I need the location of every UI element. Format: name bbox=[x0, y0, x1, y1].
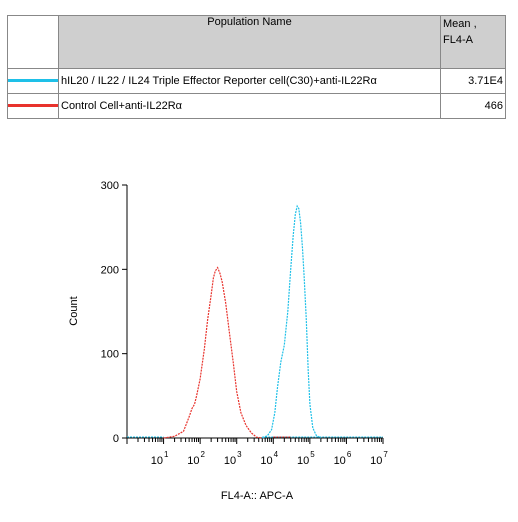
legend-row: Control Cell+anti-IL22Rα 466 bbox=[7, 93, 506, 119]
x-tick-label: 107 bbox=[370, 450, 388, 467]
x-tick-exponent: 7 bbox=[383, 450, 388, 459]
x-tick-base: 10 bbox=[260, 455, 272, 467]
legend-mean-header-line2: FL4-A bbox=[443, 34, 473, 46]
x-tick-label: 104 bbox=[260, 450, 278, 467]
x-tick-exponent: 4 bbox=[274, 450, 279, 459]
x-tick-base: 10 bbox=[151, 455, 163, 467]
legend-swatch bbox=[7, 68, 59, 94]
legend-swatch-header bbox=[7, 15, 59, 69]
legend-mean-header: Mean , FL4-A bbox=[440, 15, 506, 69]
x-tick-label: 105 bbox=[297, 450, 315, 467]
x-axis-label: FL4-A:: APC-A bbox=[221, 490, 294, 502]
x-tick-base: 10 bbox=[297, 455, 309, 467]
x-tick-label: 102 bbox=[187, 450, 205, 467]
x-tick-exponent: 6 bbox=[347, 450, 352, 459]
x-tick-exponent: 5 bbox=[310, 450, 315, 459]
x-tick-label: 101 bbox=[151, 450, 169, 467]
legend-swatch-line bbox=[8, 79, 58, 82]
y-tick-label: 300 bbox=[101, 180, 119, 192]
legend-mean-header-line1: Mean , bbox=[443, 18, 477, 30]
legend-table: Population Name Mean , FL4-A hIL20 / IL2… bbox=[7, 15, 506, 119]
x-tick-base: 10 bbox=[334, 455, 346, 467]
x-tick-exponent: 3 bbox=[237, 450, 242, 459]
x-tick-base: 10 bbox=[370, 455, 382, 467]
legend-swatch-line bbox=[8, 104, 58, 107]
legend-population-mean: 466 bbox=[440, 93, 506, 119]
legend-population-mean: 3.71E4 bbox=[440, 68, 506, 94]
x-tick-label: 103 bbox=[224, 450, 242, 467]
x-tick-base: 10 bbox=[224, 455, 236, 467]
y-axis-label: Count bbox=[68, 296, 80, 325]
legend-swatch bbox=[7, 93, 59, 119]
histogram-series-line bbox=[262, 204, 322, 439]
chart-series bbox=[127, 204, 383, 439]
x-tick-label: 106 bbox=[334, 450, 352, 467]
y-tick-label: 100 bbox=[101, 349, 119, 361]
y-tick-label: 200 bbox=[101, 264, 119, 276]
y-tick-label: 0 bbox=[113, 433, 119, 445]
x-tick-exponent: 1 bbox=[164, 450, 169, 459]
x-tick-base: 10 bbox=[187, 455, 199, 467]
legend-population-name: Control Cell+anti-IL22Rα bbox=[58, 93, 441, 119]
x-tick-exponent: 2 bbox=[201, 450, 206, 459]
legend-row: hIL20 / IL22 / IL24 Triple Effector Repo… bbox=[7, 68, 506, 94]
histogram-series-line bbox=[163, 266, 263, 439]
